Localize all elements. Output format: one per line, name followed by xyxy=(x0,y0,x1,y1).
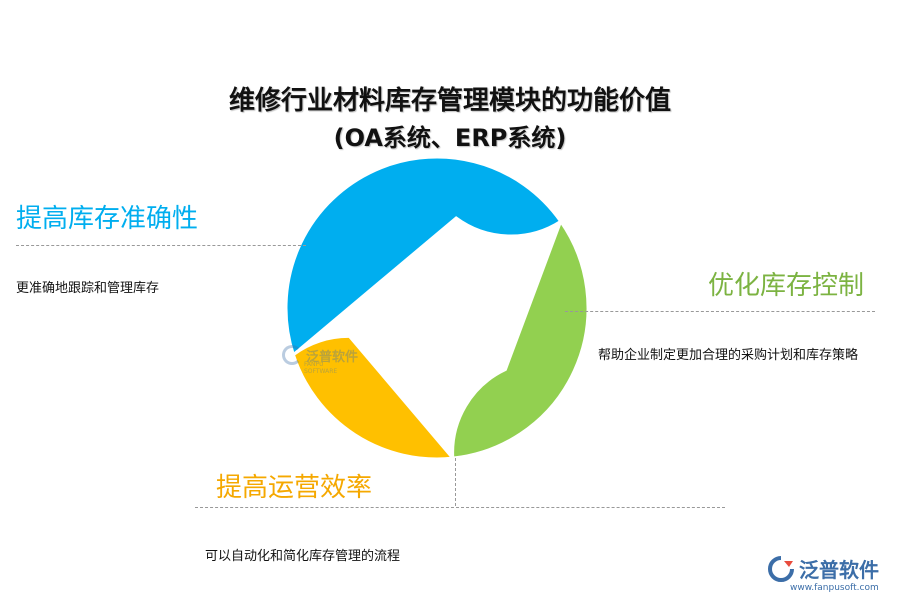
segment-efficiency xyxy=(291,334,456,461)
desc-accuracy: 更准确地跟踪和管理库存 xyxy=(16,281,160,296)
page-title: 维修行业材料库存管理模块的功能价值 xyxy=(228,86,671,116)
watermark: 泛普软件 FANPU SOFTWARE xyxy=(282,345,359,375)
divider-efficiency xyxy=(195,507,725,508)
brand-url: www.fanpusoft.com xyxy=(790,583,879,593)
heading-accuracy: 提高库存准确性 xyxy=(16,204,199,234)
desc-efficiency: 可以自动化和简化库存管理的流程 xyxy=(205,549,401,564)
watermark-logo-icon xyxy=(282,345,302,365)
desc-control: 帮助企业制定更加合理的采购计划和库存策略 xyxy=(598,348,859,363)
watermark-sub: FANPU SOFTWARE xyxy=(304,361,338,375)
page-subtitle: (OA系统、ERP系统) xyxy=(333,124,567,152)
segment-accuracy xyxy=(284,155,563,358)
heading-control: 优化库存控制 xyxy=(708,271,865,301)
watermark-text: 泛普软件 xyxy=(306,349,359,365)
connector-efficiency xyxy=(455,458,456,506)
segment-control xyxy=(451,218,590,460)
brand-logo: 泛普软件 xyxy=(767,554,879,583)
heading-efficiency: 提高运营效率 xyxy=(216,473,373,503)
brand-name: 泛普软件 xyxy=(799,558,879,582)
divider-accuracy xyxy=(16,245,306,246)
divider-control xyxy=(565,311,875,312)
brand-logo-icon xyxy=(768,555,794,582)
